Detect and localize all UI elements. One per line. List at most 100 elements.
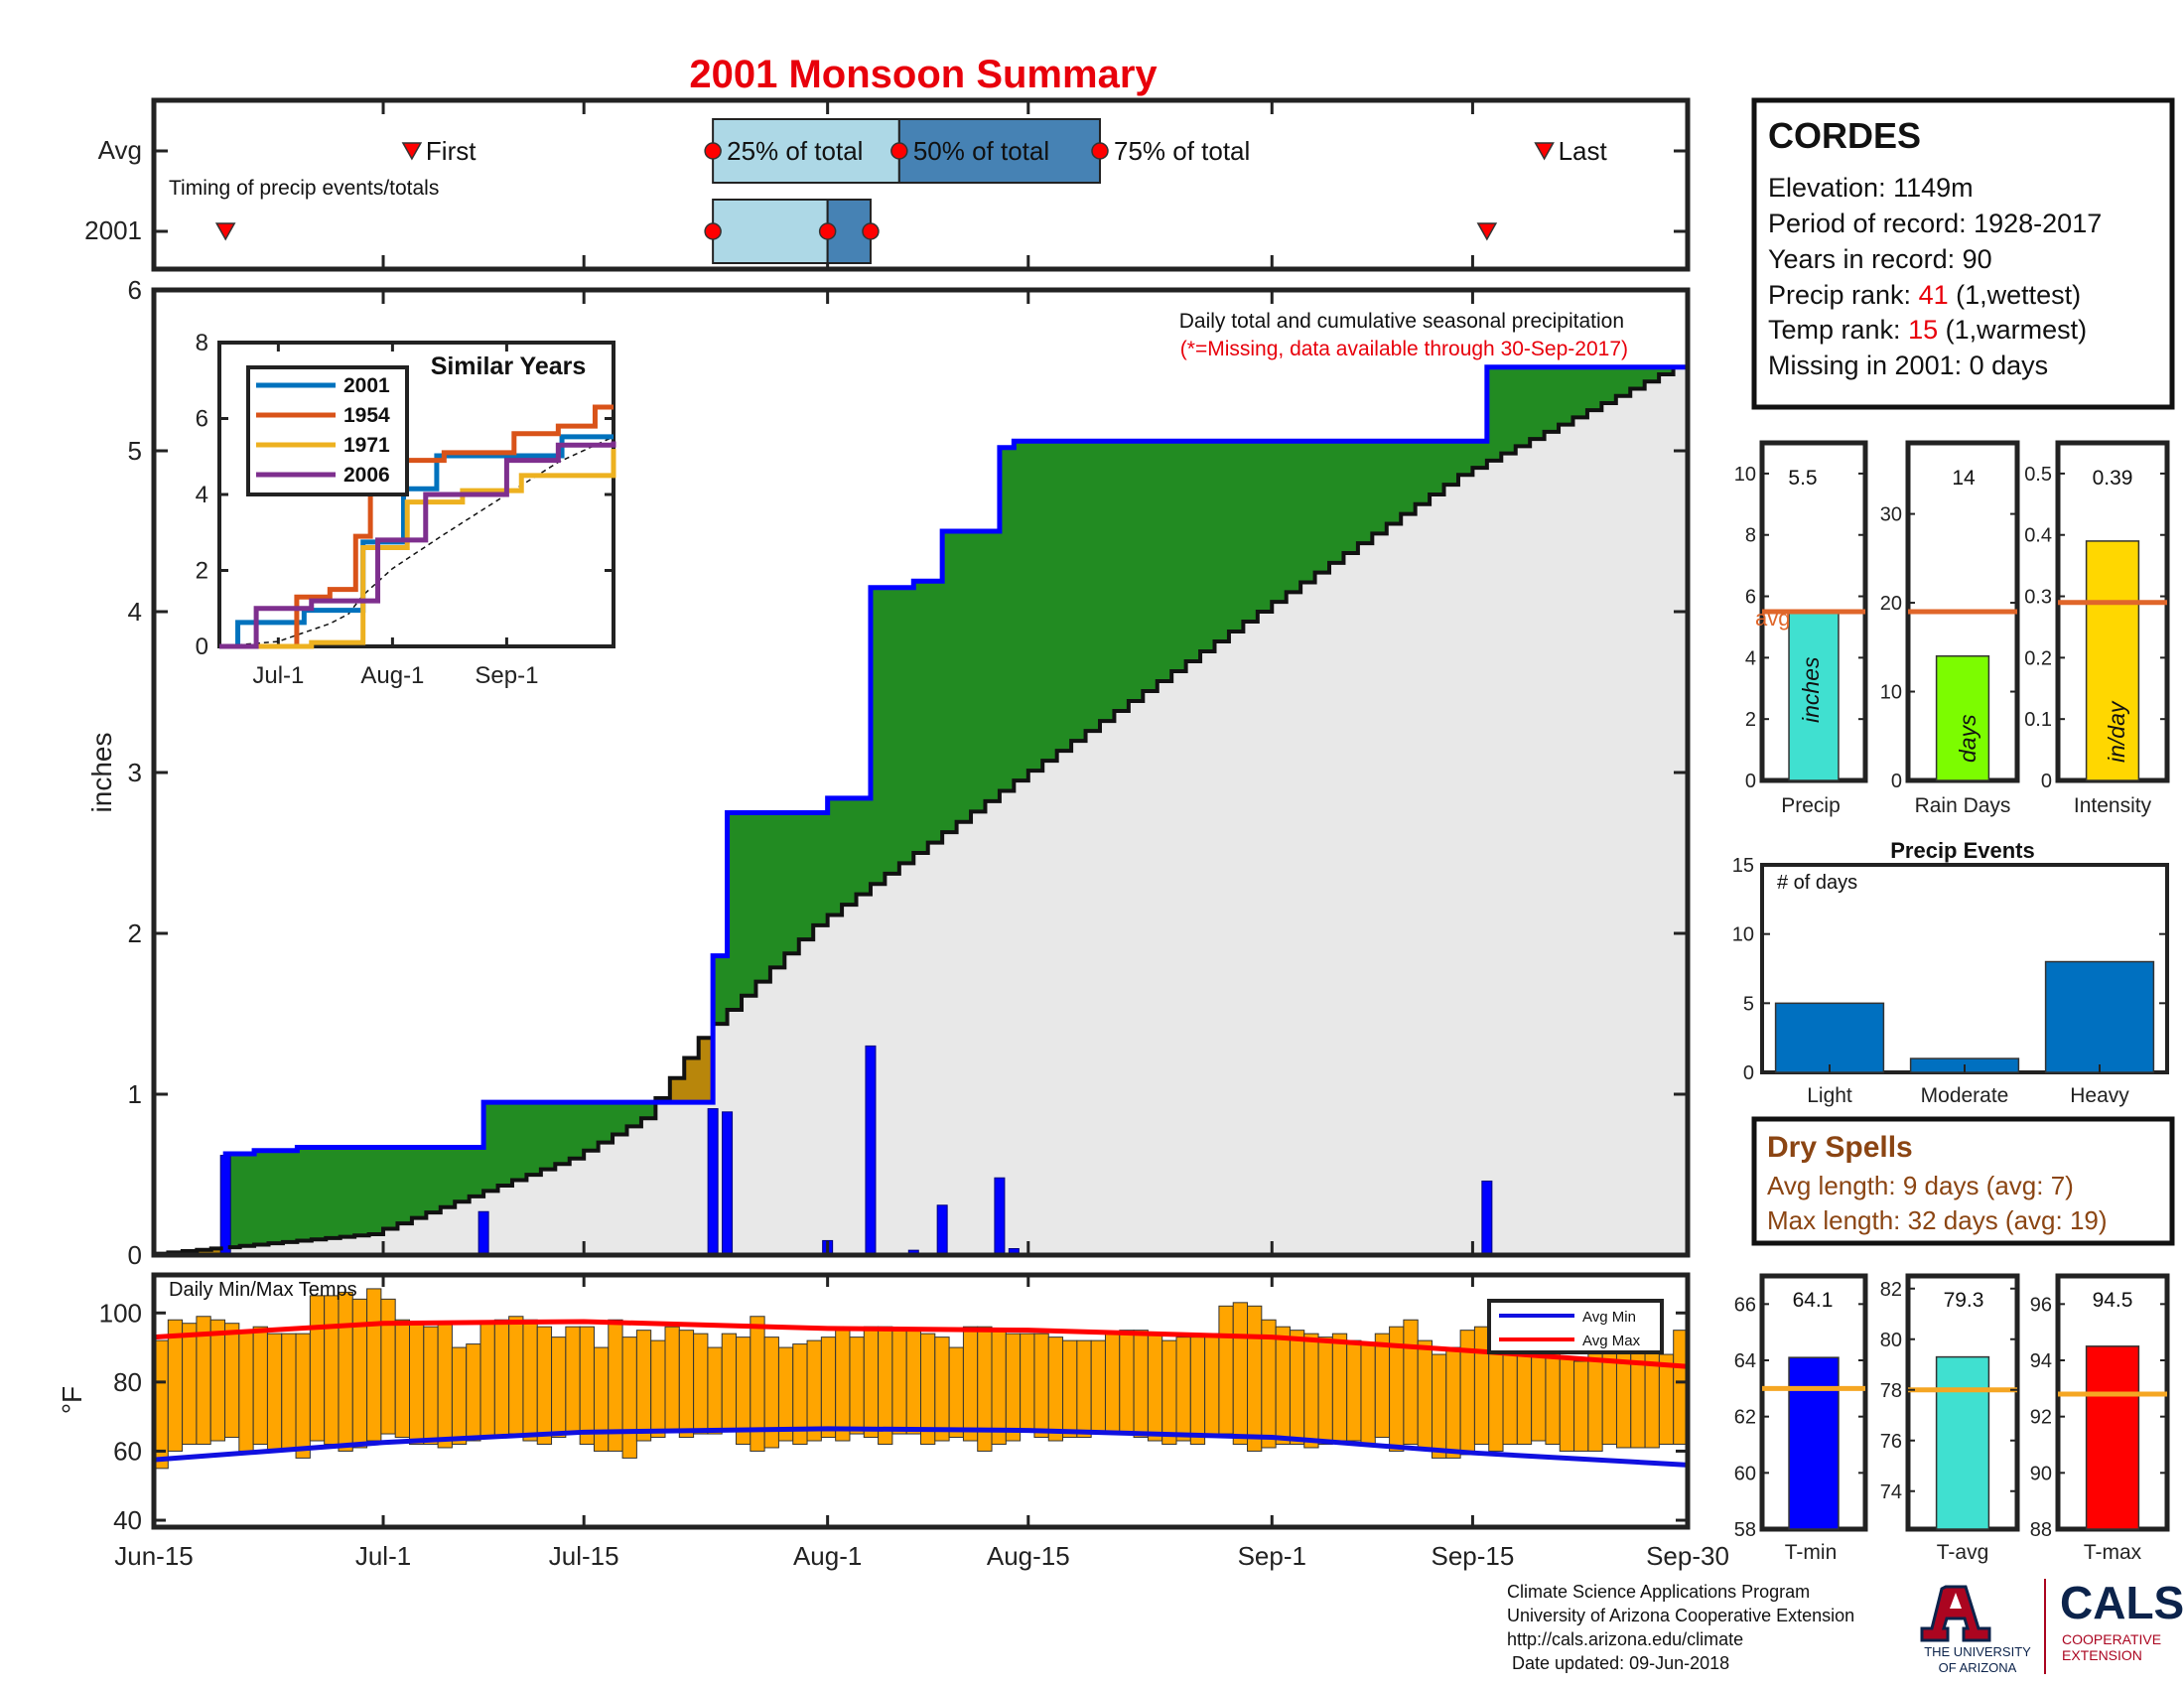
temp-range-bar (466, 1343, 481, 1442)
daily-precip-bar (478, 1210, 489, 1256)
precip-rank-value: 41 (1919, 280, 1949, 310)
temp-range-bar (1161, 1339, 1177, 1445)
main-y-tick-label: 3 (128, 758, 142, 787)
footer-line1: Climate Science Applications Program (1507, 1582, 1810, 1602)
temp-range-bar (878, 1326, 893, 1445)
timing-25-label: 25% of total (727, 136, 863, 166)
temp-range-bar (991, 1330, 1007, 1445)
precip-summary-tick-label: 8 (1745, 525, 1756, 547)
raindays-summary-xlabel: Rain Days (1915, 794, 2011, 817)
temps-legend-max-label: Avg Max (1582, 1333, 1641, 1349)
timing-last-label: Last (1559, 136, 1608, 166)
main-ylabel: inches (86, 733, 117, 813)
timing-note: Timing of precip events/totals (169, 177, 439, 200)
timing-panel: Avg 2001 Timing of precip events/totals … (84, 97, 1691, 272)
daily-precip-bar (936, 1204, 948, 1256)
temp-range-bar (1374, 1333, 1391, 1439)
date-tick-label: Sep-1 (1238, 1541, 1306, 1571)
university-of-arizona-logo: THE UNIVERSITY OF ARIZONA CALS COOPERATI… (1920, 1577, 2184, 1675)
temps-plot-frame (151, 1272, 1691, 1530)
raindays-summary-unit: days (1955, 714, 1980, 763)
timing-box-50-75 (897, 118, 1101, 184)
temp-range-bar (1218, 1305, 1234, 1435)
temp-range-bar (1090, 1339, 1106, 1435)
temp-range-bar (635, 1330, 652, 1442)
daily-precip-bar (994, 1177, 1006, 1256)
timing-percentile-dot (818, 222, 837, 240)
main-y-tick-label: 1 (128, 1079, 142, 1109)
figure-title: 2001 Monsoon Summary (689, 53, 1158, 96)
dry-spells-box: Dry Spells Avg length: 9 days (avg: 7) M… (1751, 1116, 2175, 1246)
inset-legend-label: 1971 (343, 434, 390, 457)
temp-range-bar (1331, 1333, 1348, 1442)
precip-rank-note: (1,wettest) (1949, 280, 2082, 310)
summary-precip-chart: 0 2 4 6 8 10 5.5 inches avg Precip (1734, 440, 1868, 817)
precip-events-ylabel: # of days (1777, 872, 1857, 894)
temp-range-bar (664, 1326, 680, 1432)
main-note-line2: (*=Missing, data available through 30-Se… (1180, 338, 1628, 360)
temp-range-bar (224, 1323, 240, 1439)
intensity-summary-tick-label: 0.2 (2024, 647, 2052, 669)
raindays-summary-tick-label: 0 (1891, 771, 1902, 792)
temp-range-bar (1104, 1333, 1121, 1435)
block-a-outer-icon (1920, 1585, 1991, 1642)
tmin-content: 58 60 62 64 66 (1734, 1294, 1865, 1541)
cals-coop-line1: COOPERATIVE (2062, 1631, 2161, 1647)
temp-range-bar (522, 1319, 538, 1442)
tavg-tick-label: 74 (1880, 1481, 1902, 1503)
temp-range-bar (1403, 1319, 1419, 1445)
tmax-value: 94.5 (2093, 1289, 2133, 1312)
tavg-summary-chart: 74 76 78 80 82 79.3 T-avg (1880, 1273, 2020, 1564)
temp-range-bar (1303, 1333, 1319, 1449)
date-axis-labels: Jun-15 Jul-1 Jul-15 Aug-1 Aug-15 Sep-1 Sep-15 S… (114, 1541, 1729, 1571)
temp-range-bar (962, 1326, 979, 1442)
intensity-summary-tick-label: 0.1 (2024, 709, 2052, 731)
main-y-tick-label: 2 (128, 918, 142, 948)
temp-range-bar (380, 1298, 396, 1435)
main-y-tick-label: 5 (128, 436, 142, 466)
raindays-summary-tick-label: 20 (1880, 593, 1902, 615)
tmin-bar (1788, 1356, 1840, 1530)
footer-line2: University of Arizona Cooperative Extens… (1507, 1606, 1854, 1625)
timing-75-label: 75% of total (1114, 136, 1250, 166)
inset-y-tick-label: 0 (196, 633, 208, 660)
temps-legend-box (1487, 1299, 1664, 1354)
temp-range-bar (479, 1323, 495, 1439)
precip-summary-unit: inches (1798, 656, 1824, 723)
temp-range-bar (238, 1330, 254, 1452)
daily-precip-bar (865, 1045, 877, 1256)
temp-range-bar (1587, 1346, 1603, 1452)
inset-legend-label: 1954 (343, 404, 390, 427)
temp-range-bar (281, 1333, 297, 1452)
tavg-content: 74 76 78 80 82 (1880, 1279, 2017, 1530)
temp-range-bar (693, 1333, 709, 1435)
temp-range-bar (394, 1319, 411, 1439)
precip-summary-tick-label: 6 (1745, 587, 1756, 609)
station-elevation: Elevation: 1149m (1768, 173, 1974, 203)
avg-cumulative-line (154, 364, 1688, 1256)
temps-y-tick-label: 100 (99, 1298, 142, 1328)
raindays-summary-tick-label: 30 (1880, 504, 1902, 526)
footer: Climate Science Applications Program Uni… (1507, 1582, 1854, 1673)
tmax-tick-label: 92 (2030, 1407, 2052, 1429)
temp-range-bar (1531, 1346, 1547, 1442)
dry-spells-avg: Avg length: 9 days (avg: 7) (1767, 1171, 2074, 1200)
station-temp-rank: Temp rank: 15 (1,warmest) (1768, 315, 2087, 345)
daily-precip-bar (707, 1108, 719, 1256)
precip-avg-label: avg (1755, 606, 1790, 631)
temps-axis-ticks: 40 60 80 100 (99, 1275, 1690, 1535)
temp-range-bar (324, 1295, 340, 1445)
temp-range-bar (948, 1346, 964, 1439)
precip-summary-bar (1788, 611, 1840, 781)
dry-spells-title: Dry Spells (1767, 1131, 1913, 1164)
tavg-tick-label: 80 (1880, 1330, 1902, 1351)
timing-percentile-dot (862, 222, 880, 240)
temp-range-bar (650, 1339, 666, 1439)
temp-range-bar (437, 1323, 453, 1449)
temp-range-bar (621, 1336, 637, 1459)
temp-range-bar (891, 1330, 907, 1435)
footer-line4: Date updated: 09-Jun-2018 (1507, 1653, 1729, 1673)
precip-summary-value: 5.5 (1788, 467, 1817, 490)
temp-range-bar (1175, 1336, 1191, 1442)
precip-rank-label: Precip rank: (1768, 280, 1919, 310)
